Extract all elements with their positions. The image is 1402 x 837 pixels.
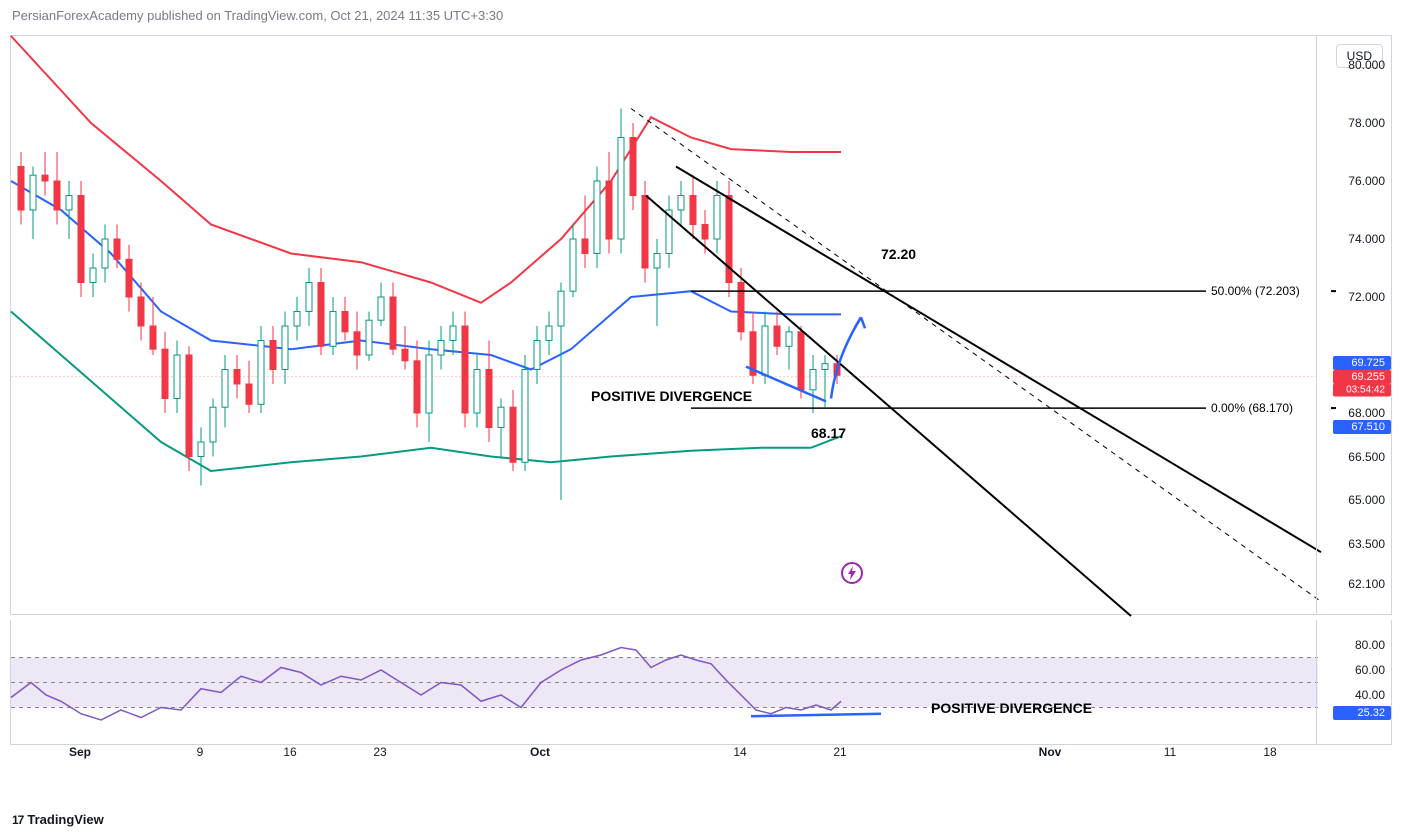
indicator-y-tick: 60.00 [1355, 663, 1385, 677]
x-tick: 18 [1263, 745, 1276, 759]
indicator-container: POSITIVE DIVERGENCE 25.32 40.00 60.00 80.00… [10, 620, 1392, 745]
y-tick: 62.100 [1348, 577, 1385, 591]
price-tag: 67.510 [1333, 420, 1391, 434]
price-tag: 69.255 [1333, 370, 1391, 384]
main-chart-container: USD 72.2068.17POSITIVE DIVERGENCE50.00% … [10, 35, 1392, 615]
y-tick: 78.000 [1348, 116, 1385, 130]
price-tag: 69.725 [1333, 356, 1391, 370]
fib-label: 0.00% (68.170) [1211, 401, 1293, 415]
price-chart[interactable]: 72.20 68.17 POSITIVE DIVERGENCE 50.00% (72.… [11, 36, 1316, 614]
x-axis: Sep 9 16 23 Oct 14 21 Nov 11 18 [10, 745, 1317, 775]
tradingview-logo-icon: 17 [12, 813, 23, 827]
y-tick: 76.000 [1348, 174, 1385, 188]
chart-annotation: 72.20 [881, 246, 916, 262]
tradingview-text: TradingView [27, 812, 103, 827]
price-tag: 03:54:42 [1333, 383, 1391, 396]
indicator-y-tick: 80.00 [1355, 638, 1385, 652]
x-tick: Nov [1039, 745, 1062, 759]
y-tick: 66.500 [1348, 450, 1385, 464]
x-tick: Sep [69, 745, 91, 759]
indicator-y-axis: 25.3240.0060.0080.0025.32 [1316, 620, 1391, 744]
x-tick: 11 [1164, 745, 1176, 759]
y-tick: 72.000 [1348, 290, 1385, 304]
y-tick: 80.000 [1348, 58, 1385, 72]
indicator-y-tick: 40.00 [1355, 688, 1385, 702]
x-tick: 21 [833, 745, 846, 759]
x-tick: Oct [530, 745, 550, 759]
y-tick: 74.000 [1348, 232, 1385, 246]
x-tick: 9 [197, 745, 204, 759]
indicator-chart[interactable]: POSITIVE DIVERGENCE [11, 620, 1316, 744]
price-y-axis: 62.100 63.500 65.000 66.500 68.000 69.725 72.0… [1316, 36, 1391, 614]
fib-label: 50.00% (72.203) [1211, 284, 1300, 298]
lightning-icon[interactable] [841, 562, 863, 584]
indicator-value-tag: 25.32 [1333, 706, 1391, 720]
chart-annotation: 68.17 [811, 425, 846, 441]
y-tick: 65.000 [1348, 493, 1385, 507]
footer-branding: 17 TradingView [12, 812, 104, 827]
indicator-annotation: POSITIVE DIVERGENCE [931, 700, 1092, 716]
x-tick: 14 [733, 745, 746, 759]
y-tick: 68.000 [1348, 406, 1385, 420]
y-tick: 63.500 [1348, 537, 1385, 551]
publish-header: PersianForexAcademy published on Trading… [12, 8, 503, 23]
x-tick: 23 [373, 745, 386, 759]
chart-annotation: POSITIVE DIVERGENCE [591, 388, 752, 404]
x-tick: 16 [283, 745, 296, 759]
